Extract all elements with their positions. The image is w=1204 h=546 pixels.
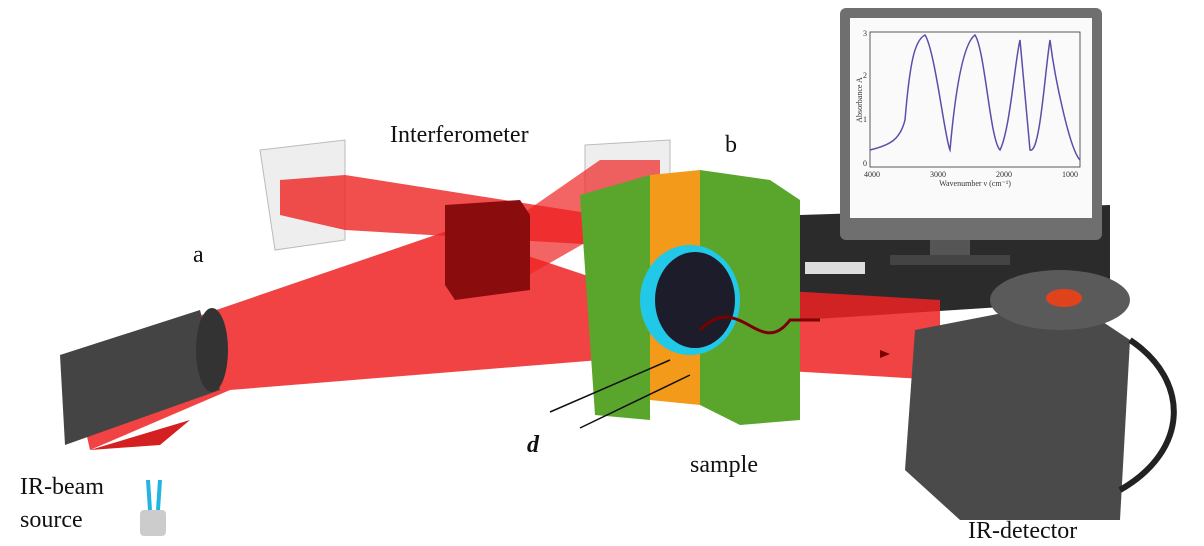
y-tick: 0 bbox=[863, 159, 867, 168]
sample bbox=[655, 252, 735, 348]
drive bbox=[805, 262, 865, 274]
label-sample: sample bbox=[690, 452, 758, 478]
page: Absorbance A Wavenumber ν (cm⁻¹) 4000 30… bbox=[0, 0, 1204, 546]
y-tick: 2 bbox=[863, 71, 867, 80]
label-interferometer: Interferometer bbox=[390, 122, 529, 148]
y-tick: 3 bbox=[863, 29, 867, 38]
label-source: IR-beam bbox=[20, 474, 104, 500]
x-axis-label: Wavenumber ν (cm⁻¹) bbox=[939, 179, 1011, 188]
source-aperture bbox=[196, 308, 228, 392]
detector-cap bbox=[1046, 289, 1082, 307]
bulb bbox=[148, 480, 160, 510]
y-tick: 1 bbox=[863, 115, 867, 124]
x-tick: 3000 bbox=[930, 170, 946, 179]
label-d: d bbox=[527, 432, 540, 458]
label-a: a bbox=[193, 242, 204, 268]
x-tick: 4000 bbox=[864, 170, 880, 179]
label-detector: IR-detector bbox=[968, 518, 1077, 544]
beam-splitter bbox=[445, 200, 530, 300]
detector-body bbox=[905, 300, 1130, 520]
monitor-base bbox=[890, 255, 1010, 265]
bulb-base bbox=[140, 510, 166, 536]
x-tick: 1000 bbox=[1062, 170, 1078, 179]
diagram: Absorbance A Wavenumber ν (cm⁻¹) 4000 30… bbox=[0, 0, 1204, 546]
label-source: source bbox=[20, 507, 83, 533]
monitor-screen bbox=[850, 18, 1092, 218]
x-tick: 2000 bbox=[996, 170, 1012, 179]
label-b: b bbox=[725, 132, 737, 158]
